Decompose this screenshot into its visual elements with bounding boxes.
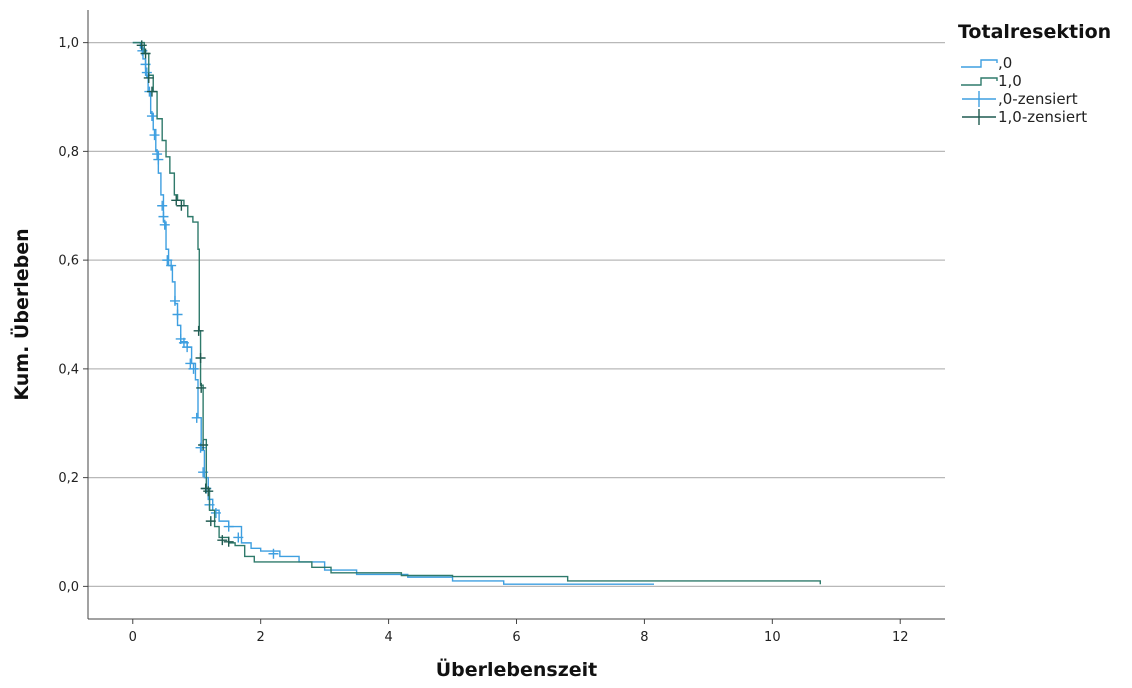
censor-mark [172, 309, 183, 320]
y-tick-label: 0,0 [58, 580, 79, 595]
axes [87, 10, 945, 620]
series-1 [132, 40, 821, 585]
censor-mark [136, 40, 147, 51]
censor-mark [223, 536, 234, 547]
censor-mark [159, 219, 170, 230]
legend-entry: ,0 [961, 54, 1012, 72]
censor-mark [146, 111, 157, 122]
censor-mark [146, 86, 157, 97]
censor-mark [162, 255, 173, 266]
legend: Totalresektion ,01,0,0-zensiert1,0-zensi… [958, 21, 1111, 126]
censor-mark [205, 516, 216, 527]
x-tick-label: 12 [892, 630, 909, 645]
censor-mark [191, 412, 202, 423]
censor-mark [158, 211, 169, 222]
x-axis-title: Überlebenszeit [436, 657, 598, 681]
legend-label: 1,0-zensiert [998, 108, 1087, 126]
y-tick-label: 0,4 [58, 362, 79, 377]
censor-mark [233, 532, 244, 543]
survival-line [132, 41, 821, 585]
x-axis-ticks: 0 2 4 6 8 10 12 [129, 619, 909, 645]
legend-swatch [962, 91, 996, 107]
series-layer [132, 40, 821, 585]
legend-swatch [961, 77, 998, 86]
legend-entry: ,0-zensiert [962, 90, 1078, 108]
censor-mark [196, 382, 207, 393]
y-tick-label: 0,6 [58, 254, 79, 269]
y-axis-ticks: 0,0 0,2 0,4 0,6 0,8 1,0 [58, 36, 88, 595]
legend-entry: 1,0-zensiert [962, 108, 1087, 126]
censor-mark [268, 548, 279, 559]
x-tick-label: 6 [512, 630, 520, 645]
censor-mark [195, 353, 206, 363]
censor-mark [153, 154, 164, 165]
censor-mark [149, 130, 160, 141]
x-tick-label: 4 [384, 630, 392, 645]
legend-entry: 1,0 [961, 72, 1022, 90]
legend-swatch [962, 109, 996, 125]
censor-mark [171, 195, 182, 206]
censor-mark [198, 440, 209, 450]
x-tick-label: 0 [129, 630, 137, 645]
censor-mark [143, 72, 154, 83]
x-tick-label: 10 [764, 630, 781, 645]
survival-line [132, 41, 655, 585]
y-axis-title: Kum. Überleben [9, 228, 33, 400]
censor-mark [210, 507, 221, 518]
y-tick-label: 1,0 [58, 36, 79, 51]
grid-lines [88, 42, 945, 587]
legend-label: ,0 [998, 54, 1012, 72]
censor-mark [217, 535, 228, 546]
y-tick-label: 0,8 [58, 145, 79, 160]
legend-swatch [961, 59, 998, 68]
censor-mark [176, 200, 187, 211]
censor-mark [185, 358, 196, 369]
censor-mark [152, 149, 163, 160]
censor-mark [182, 342, 193, 353]
censor-mark [166, 260, 177, 271]
censor-mark [203, 486, 214, 497]
censor-mark [169, 295, 180, 306]
x-tick-label: 2 [257, 630, 265, 645]
censor-mark [223, 521, 234, 532]
censor-mark [141, 67, 152, 78]
series-0 [132, 41, 655, 585]
legend-label: ,0-zensiert [998, 90, 1078, 108]
censor-mark [157, 200, 168, 211]
censor-mark [188, 363, 199, 374]
legend-label: 1,0 [998, 72, 1022, 90]
censor-mark [193, 325, 204, 336]
x-tick-label: 8 [640, 630, 648, 645]
legend-title: Totalresektion [958, 21, 1111, 43]
censor-mark [140, 48, 151, 59]
y-tick-label: 0,2 [58, 471, 79, 486]
